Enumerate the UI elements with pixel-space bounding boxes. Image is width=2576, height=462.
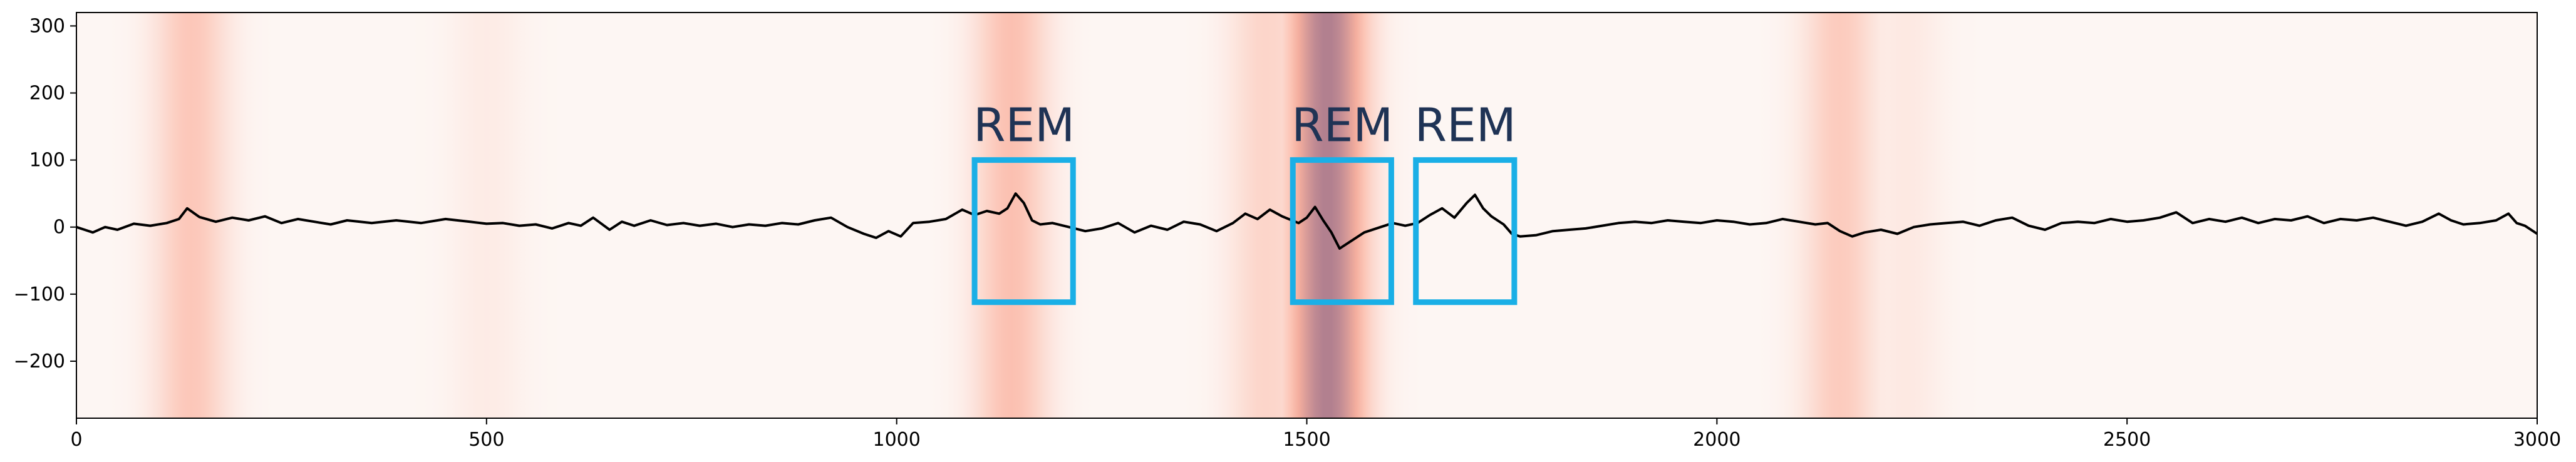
y-tick-label: 200 (29, 83, 65, 105)
x-tick-label: 1500 (1283, 429, 1330, 451)
rem-box-1 (971, 157, 1076, 305)
rem-box-3 (1413, 157, 1518, 305)
y-tick-label: 300 (29, 15, 65, 37)
y-tick-label: 0 (53, 217, 65, 239)
rem-label-2: REM (1291, 99, 1393, 153)
x-tick-label: 500 (468, 429, 504, 451)
annotation-layer: REM REM REM (971, 99, 1518, 305)
signal-layer (76, 192, 2538, 250)
rem-box-2 (1290, 157, 1394, 305)
x-tick-label: 3000 (2513, 429, 2561, 451)
y-tick-label: −100 (14, 284, 65, 305)
rem-label-3: REM (1415, 99, 1516, 153)
y-tick-label: 100 (29, 150, 65, 172)
heatmap-background (76, 13, 2537, 418)
y-axis: 300 200 100 0 −100 −200 (14, 15, 76, 372)
signal-line-0 (76, 192, 2538, 250)
x-tick-label: 0 (70, 429, 82, 451)
x-tick-label: 1000 (872, 429, 920, 451)
x-tick-label: 2500 (2103, 429, 2151, 451)
x-tick-label: 2000 (1693, 429, 1741, 451)
rem-label-1: REM (973, 99, 1075, 153)
x-axis: 0 500 1000 1500 2000 2500 3000 (70, 418, 2561, 451)
y-tick-label: −200 (14, 351, 65, 372)
